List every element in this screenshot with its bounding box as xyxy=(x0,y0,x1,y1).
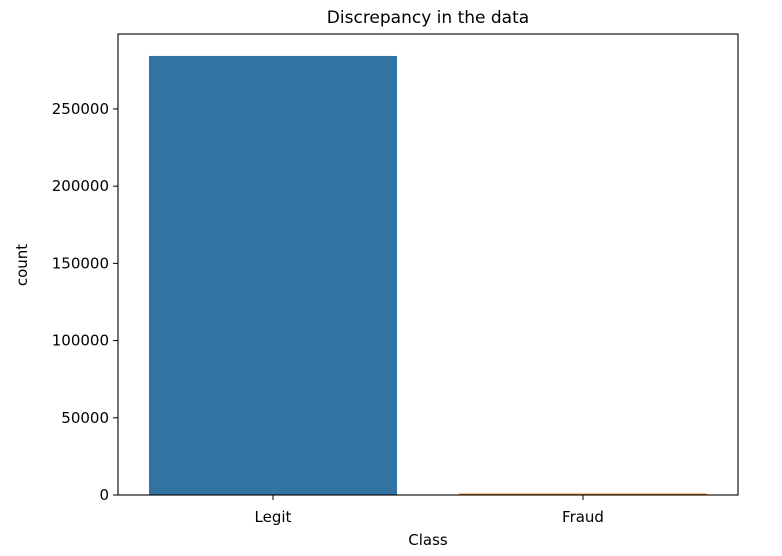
bar-legit xyxy=(149,55,397,495)
y-tick-label: 100000 xyxy=(52,332,109,350)
y-tick-label: 0 xyxy=(99,486,109,504)
y-tick-label: 150000 xyxy=(52,254,109,272)
y-tick-label: 250000 xyxy=(52,100,109,118)
plot-frame xyxy=(117,33,739,496)
bars-layer xyxy=(149,55,707,495)
y-tick-label: 50000 xyxy=(61,409,109,427)
bar-fraud xyxy=(459,493,707,495)
chart-title: Discrepancy in the data xyxy=(327,8,529,28)
y-axis-ticks: 0 50000 100000 150000 200000 250000 xyxy=(52,100,118,504)
y-axis-label: count xyxy=(13,244,31,286)
x-axis-ticks: Legit Fraud xyxy=(255,495,604,526)
x-tick-label: Legit xyxy=(255,508,292,526)
x-axis-label: Class xyxy=(408,531,448,549)
y-tick-label: 200000 xyxy=(52,177,109,195)
x-tick-label: Fraud xyxy=(562,508,604,526)
